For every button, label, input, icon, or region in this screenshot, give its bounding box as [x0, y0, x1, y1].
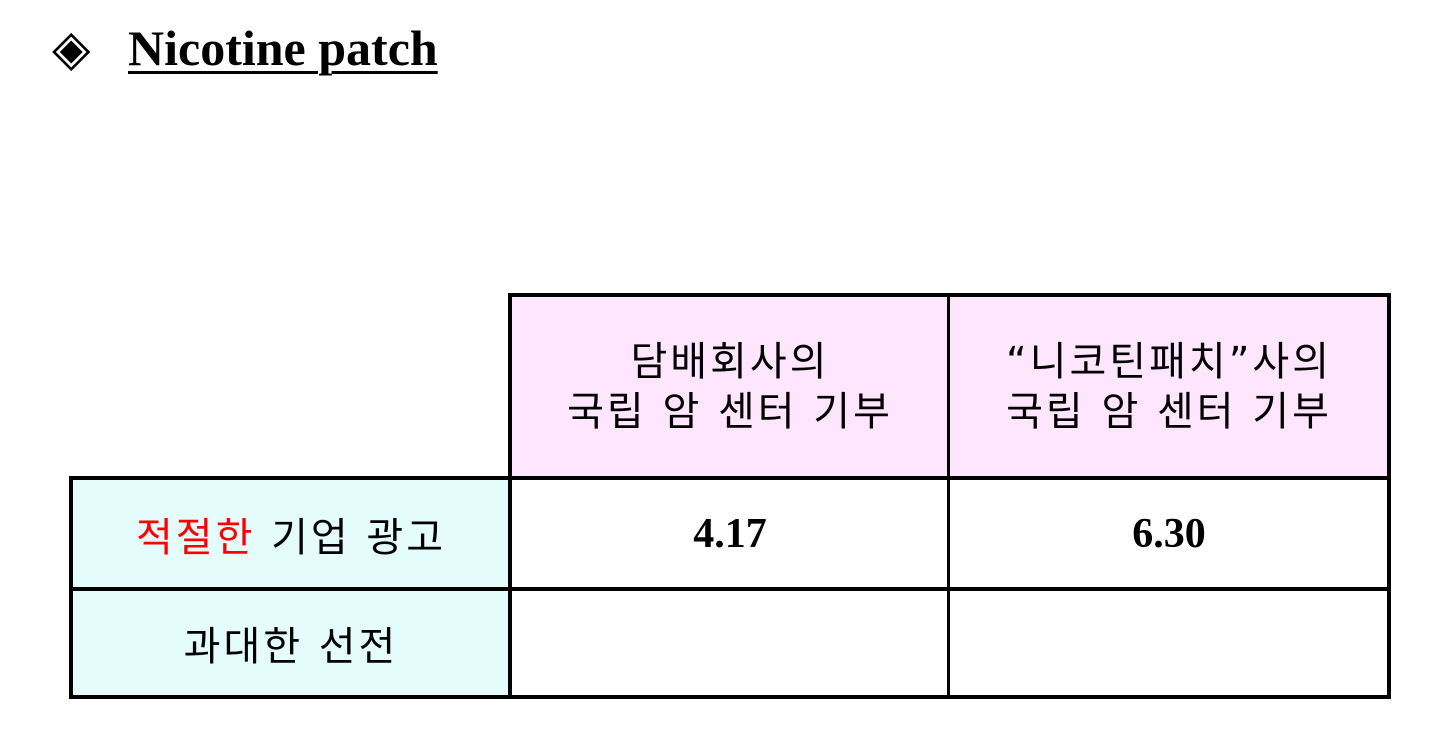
table-cell-r1-c1: 4.17: [511, 478, 949, 589]
row-label-1-accent: 적절한: [135, 514, 256, 561]
column-header-2-line1: “니코틴패치”사의: [1005, 339, 1333, 385]
column-header-2-line2: 국립 암 센터 기부: [1006, 389, 1332, 435]
column-header-1: 담배회사의 국립 암 센터 기부: [511, 296, 949, 478]
row-label-2: 과대한 선전: [71, 589, 511, 697]
row-label-1: 적절한 기업 광고: [71, 478, 511, 589]
column-header-2: “니코틴패치”사의 국립 암 센터 기부: [949, 296, 1389, 478]
row-label-1-rest: 기업 광고: [255, 514, 447, 561]
diamond-bullet-icon: ◈: [52, 20, 91, 76]
table-border-col-divider-1: [508, 293, 512, 699]
column-header-1-line1: 담배회사의: [630, 339, 830, 385]
table-cell-r2-c1: [511, 589, 949, 697]
table-border-bottom: [69, 695, 1391, 699]
table-border-col-divider-2: [947, 293, 950, 699]
table-border-left: [69, 476, 73, 699]
table-cell-r2-c2: [949, 589, 1389, 697]
title-text: Nicotine patch: [128, 20, 438, 76]
table-cell-r1-c2: 6.30: [949, 478, 1389, 589]
table-border-row-divider: [69, 587, 1391, 591]
page-title: ◈ Nicotine patch: [52, 18, 438, 78]
column-header-1-line2: 국립 암 센터 기부: [567, 389, 893, 435]
table-border-header-bottom: [69, 476, 1391, 480]
table-border-right: [1387, 293, 1391, 699]
